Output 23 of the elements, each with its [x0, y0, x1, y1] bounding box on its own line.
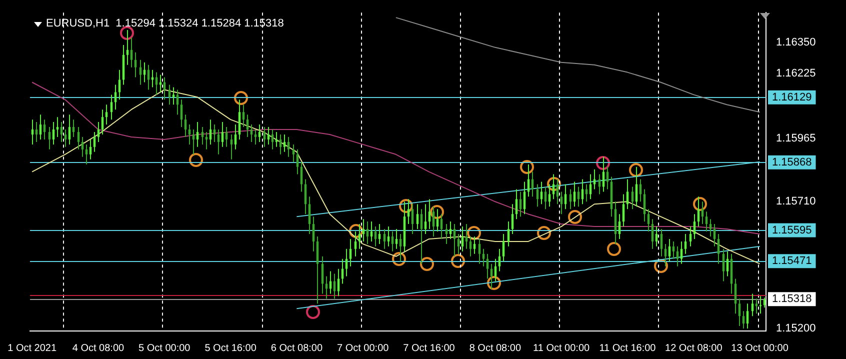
x-tick-label: 7 Oct 00:00: [337, 342, 390, 354]
x-tick-label: 4 Oct 08:00: [72, 342, 125, 354]
ref-line-label: 1.16129: [772, 91, 812, 104]
y-tick-label: 1.16350: [776, 36, 816, 48]
x-tick-label: 11 Oct 00:00: [533, 342, 590, 354]
y-tick-label: 1.16225: [776, 68, 816, 80]
x-tick-label: 8 Oct 08:00: [469, 342, 522, 354]
x-tick-label: 5 Oct 00:00: [138, 342, 191, 354]
x-tick-label: 11 Oct 16:00: [599, 342, 656, 354]
ref-line-label: 1.15868: [772, 156, 812, 168]
x-tick-label: 5 Oct 16:00: [204, 342, 257, 354]
x-tick-label: 7 Oct 16:00: [403, 342, 456, 354]
ref-line-label: 1.15318: [772, 293, 812, 306]
y-tick-label: 1.15710: [776, 196, 816, 208]
y-tick-label: 1.15965: [776, 132, 816, 144]
ref-line-label: 1.15595: [772, 224, 812, 236]
text: EURUSD,H1 1.15294 1.15324 1.15284 1.15318: [46, 18, 284, 30]
ref-line-label: 1.15471: [772, 255, 812, 268]
x-tick-label: 1 Oct 2021: [8, 342, 57, 354]
x-tick-label: 12 Oct 08:00: [665, 342, 723, 354]
x-tick-label: 13 Oct 00:00: [731, 342, 789, 354]
x-tick-label: 6 Oct 08:00: [270, 342, 323, 354]
y-tick-label: 1.15200: [776, 322, 816, 335]
